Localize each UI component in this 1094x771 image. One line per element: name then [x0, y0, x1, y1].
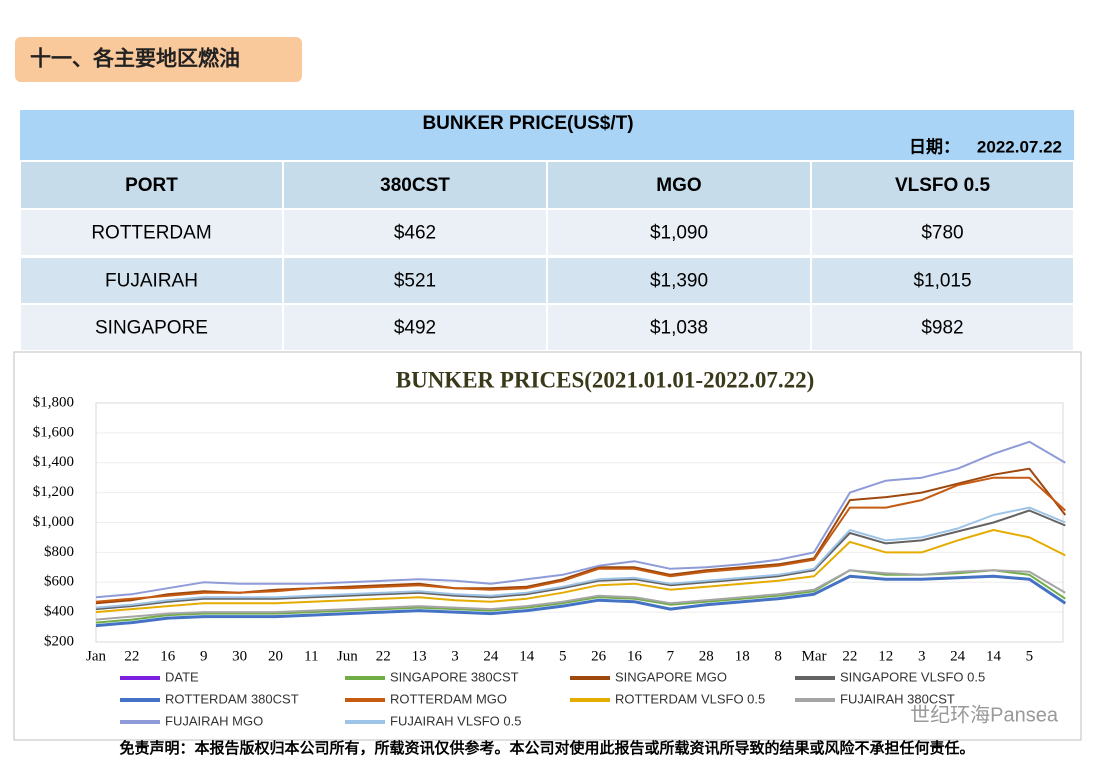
- chart-title: BUNKER PRICES(2021.01.01-2022.07.22): [396, 367, 814, 392]
- table-cell-text: SINGAPORE: [95, 318, 208, 339]
- table-cell-text: $492: [394, 318, 436, 339]
- x-tick-label: 3: [451, 648, 459, 664]
- legend-label: ROTTERDAM VLSFO 0.5: [615, 691, 765, 706]
- table-cell-text: FUJAIRAH: [105, 271, 198, 292]
- table-cell-text: $1,038: [650, 318, 708, 339]
- legend-label: FUJAIRAH 380CST: [840, 691, 955, 706]
- table-header: MGO: [656, 175, 701, 196]
- y-tick-label: $800: [44, 544, 74, 560]
- legend-label: FUJAIRAH VLSFO 0.5: [390, 713, 521, 728]
- x-tick-label: 5: [1026, 648, 1034, 664]
- section-title: 十一、各主要地区燃油: [30, 47, 240, 71]
- table-cell: [21, 258, 282, 303]
- series-line: [95, 509, 1066, 611]
- x-tick-label: 8: [774, 648, 782, 664]
- x-tick-label: 14: [986, 648, 1002, 664]
- y-tick-label: $1,800: [33, 394, 74, 410]
- series-line: [95, 569, 1066, 621]
- table-cell: [21, 305, 282, 350]
- table-header: 380CST: [380, 175, 450, 196]
- x-tick-label: 18: [735, 648, 750, 664]
- y-tick-label: $200: [44, 633, 74, 649]
- table-cell-text: $1,090: [650, 223, 708, 244]
- y-tick-label: $1,000: [33, 514, 74, 530]
- legend-label: FUJAIRAH MGO: [165, 713, 263, 728]
- table-header: PORT: [125, 175, 178, 196]
- legend-label: SINGAPORE 380CST: [390, 669, 519, 684]
- table-cell: [548, 162, 810, 208]
- table-cell: [548, 210, 810, 255]
- x-tick-label: Jan: [86, 648, 106, 664]
- x-tick-label: 11: [304, 648, 318, 664]
- disclaimer: 免责声明：本报告版权归本公司所有，所载资讯仅供参考。本公司对使用此报告或所载资讯…: [119, 739, 974, 757]
- table-cell-text: $521: [394, 271, 436, 292]
- x-tick-label: 12: [878, 648, 893, 664]
- table-cell: [548, 305, 810, 350]
- x-tick-label: 9: [200, 648, 208, 664]
- legend-label: ROTTERDAM MGO: [390, 691, 507, 706]
- series-line: [95, 574, 1067, 628]
- x-tick-label: 3: [918, 648, 926, 664]
- y-tick-label: $1,600: [33, 424, 74, 440]
- x-tick-label: 22: [124, 648, 139, 664]
- table-cell: [284, 210, 546, 255]
- x-tick-label: 7: [667, 648, 675, 664]
- table-cell: [284, 162, 546, 208]
- table-cell-text: $462: [394, 223, 436, 244]
- series-line: [95, 476, 1066, 603]
- table-cell-text: $1,390: [650, 271, 708, 292]
- x-tick-label: 22: [376, 648, 391, 664]
- table-cell: [548, 258, 810, 303]
- y-tick-label: $1,400: [33, 454, 74, 470]
- x-tick-label: Mar: [802, 648, 827, 664]
- watermark: 世纪环海Pansea: [910, 703, 1059, 726]
- x-tick-label: 28: [699, 648, 714, 664]
- table-cell-text: $982: [921, 318, 963, 339]
- table-header: VLSFO 0.5: [895, 175, 990, 196]
- date: 2022.07.22: [977, 137, 1062, 156]
- table-cell: [812, 210, 1073, 255]
- x-tick-label: 5: [559, 648, 567, 664]
- table-cell: [284, 258, 546, 303]
- date-label: 日期：: [909, 137, 960, 156]
- section-tag: [15, 37, 302, 82]
- x-tick-label: 13: [412, 648, 427, 664]
- legend-label: DATE: [165, 669, 199, 684]
- table-cell: [21, 162, 282, 208]
- table-cell-text: $780: [921, 223, 963, 244]
- legend-label: SINGAPORE VLSFO 0.5: [840, 669, 985, 684]
- x-tick-label: 30: [232, 648, 247, 664]
- table-cell: [812, 258, 1073, 303]
- table-title: BUNKER PRICE(US$/T): [422, 113, 633, 134]
- x-tick-label: 24: [950, 648, 966, 664]
- y-tick-label: $600: [44, 574, 74, 590]
- legend-label: SINGAPORE MGO: [615, 669, 727, 684]
- table-cell: [284, 305, 546, 350]
- series-line: [95, 506, 1066, 609]
- table-cell: [21, 210, 282, 255]
- table-cell: [812, 305, 1073, 350]
- y-tick-label: $400: [44, 604, 74, 620]
- x-tick-label: 22: [842, 648, 857, 664]
- series-line: [95, 440, 1066, 599]
- legend-label: ROTTERDAM 380CST: [165, 691, 299, 706]
- x-tick-label: 20: [268, 648, 283, 664]
- x-tick-label: 26: [591, 648, 607, 664]
- chart-frame: [13, 351, 1082, 741]
- table-cell-text: $1,015: [913, 271, 971, 292]
- x-tick-label: 16: [627, 648, 643, 664]
- x-tick-label: Jun: [337, 648, 358, 664]
- x-tick-label: 24: [483, 648, 499, 664]
- series-line: [95, 529, 1066, 614]
- table-title-row: [20, 110, 1074, 160]
- table-cell-text: ROTTERDAM: [91, 223, 211, 244]
- y-tick-label: $1,200: [33, 484, 74, 500]
- x-tick-label: 16: [160, 648, 176, 664]
- table-cell: [812, 162, 1073, 208]
- x-tick-label: 14: [519, 648, 535, 664]
